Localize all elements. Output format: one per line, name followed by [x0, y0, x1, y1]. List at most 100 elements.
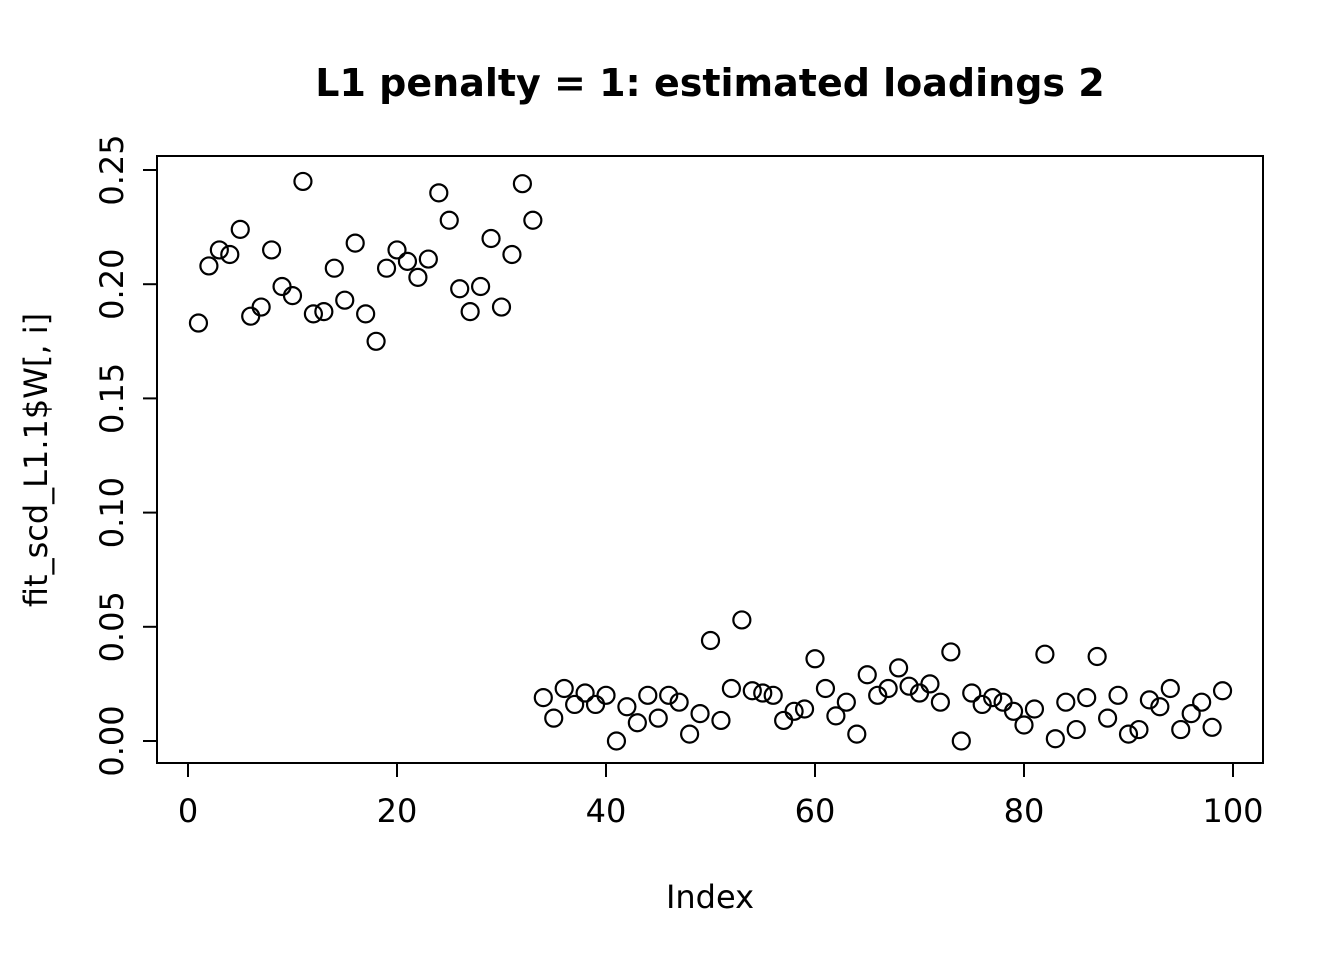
data-point-marker: [805, 649, 825, 669]
data-point-marker: [721, 678, 742, 699]
data-point-marker: [1108, 685, 1128, 705]
data-point-marker: [753, 683, 773, 703]
x-axis-label: Index: [666, 878, 754, 916]
data-point-marker: [920, 674, 940, 694]
data-point-marker: [1129, 719, 1149, 740]
data-point-marker: [983, 688, 1003, 708]
data-point-marker: [1077, 688, 1097, 708]
y-axis-label: fit_scd_L1.1$W[, i]: [17, 313, 55, 607]
data-point-marker: [941, 642, 961, 662]
data-point-marker: [638, 685, 658, 705]
data-point-marker: [408, 267, 428, 287]
data-point-marker: [847, 724, 867, 744]
data-point-marker: [763, 685, 783, 705]
data-point-marker: [533, 688, 553, 708]
data-point-marker: [1056, 692, 1076, 712]
data-point-marker: [648, 708, 668, 728]
plot-area: [156, 155, 1264, 764]
data-point-marker: [857, 665, 877, 685]
data-point-marker: [899, 676, 919, 696]
x-tick-label: 40: [586, 792, 627, 830]
data-point-marker: [1003, 701, 1024, 721]
data-point-marker: [815, 678, 836, 699]
data-point-marker: [596, 685, 616, 705]
data-point-marker: [659, 685, 679, 705]
data-point-marker: [262, 240, 282, 260]
data-point-marker: [429, 183, 449, 203]
data-point-marker: [679, 724, 700, 744]
data-point-marker: [617, 697, 637, 717]
y-tick-label: 0.20: [93, 249, 131, 320]
data-point-marker: [878, 678, 898, 699]
x-tick-label: 0: [178, 792, 198, 830]
data-point-marker: [711, 710, 731, 731]
data-point-marker: [732, 610, 752, 630]
x-tick-label: 80: [1004, 792, 1045, 830]
data-point-marker: [700, 630, 721, 651]
data-point-marker: [512, 174, 533, 194]
data-point-marker: [1066, 719, 1086, 740]
data-point-marker: [188, 313, 209, 333]
data-point-marker: [1014, 715, 1034, 735]
data-point-marker: [209, 240, 229, 260]
data-point-marker: [481, 228, 501, 249]
y-tick-label: 0.15: [93, 363, 131, 434]
data-point-marker: [523, 210, 543, 230]
data-point-marker: [836, 692, 856, 712]
data-point-marker: [356, 304, 376, 324]
data-point-marker: [794, 699, 815, 719]
data-point-marker: [366, 331, 386, 351]
data-point-marker: [471, 276, 491, 297]
data-point-marker: [418, 249, 438, 269]
data-point-marker: [303, 304, 323, 324]
data-point-marker: [502, 244, 522, 265]
data-point-marker: [606, 731, 627, 751]
data-point-marker: [962, 683, 982, 703]
x-axis-ticks: 0 20 40 60 80 100: [178, 763, 1264, 830]
data-point-marker: [251, 297, 271, 317]
data-point-marker: [554, 678, 574, 699]
data-point-marker: [293, 171, 313, 192]
data-point-marker: [575, 683, 595, 703]
data-point-marker: [951, 731, 971, 751]
data-point-marker: [784, 701, 804, 721]
data-point-marker: [491, 297, 512, 317]
data-point-marker: [627, 713, 647, 733]
data-point-marker: [1139, 690, 1160, 710]
data-point-marker: [669, 692, 689, 712]
data-point-marker: [888, 658, 909, 678]
data-point-marker: [690, 703, 710, 724]
data-point-marker: [1202, 717, 1222, 737]
data-point-marker: [1150, 697, 1170, 717]
data-point-marker: [1192, 692, 1212, 712]
y-tick-label: 0.25: [93, 134, 131, 205]
data-point-marker: [1024, 699, 1045, 719]
data-point-marker: [1097, 708, 1118, 728]
data-point-marker: [345, 233, 365, 253]
data-point-marker: [282, 286, 303, 306]
data-point-marker: [376, 258, 397, 278]
data-point-marker: [1171, 719, 1191, 740]
data-point-marker: [930, 692, 951, 712]
data-point-marker: [868, 685, 888, 705]
data-points: [188, 171, 1233, 751]
data-point-marker: [387, 240, 407, 260]
y-axis-ticks: 0.00 0.05 0.10 0.15 0.20 0.25: [93, 134, 157, 777]
data-point-marker: [1087, 646, 1107, 667]
data-point-marker: [450, 279, 470, 299]
data-point-marker: [1160, 678, 1180, 699]
data-point-marker: [230, 219, 250, 239]
x-tick-label: 20: [377, 792, 418, 830]
x-tick-label: 100: [1202, 792, 1263, 830]
data-point-marker: [1118, 724, 1139, 744]
data-point-marker: [1045, 729, 1065, 749]
y-tick-label: 0.00: [93, 705, 131, 776]
data-point-marker: [742, 681, 762, 701]
data-point-marker: [1212, 681, 1233, 701]
y-tick-label: 0.05: [93, 591, 131, 662]
data-point-marker: [565, 694, 585, 715]
data-point-marker: [1181, 703, 1201, 724]
data-point-marker: [544, 708, 564, 728]
